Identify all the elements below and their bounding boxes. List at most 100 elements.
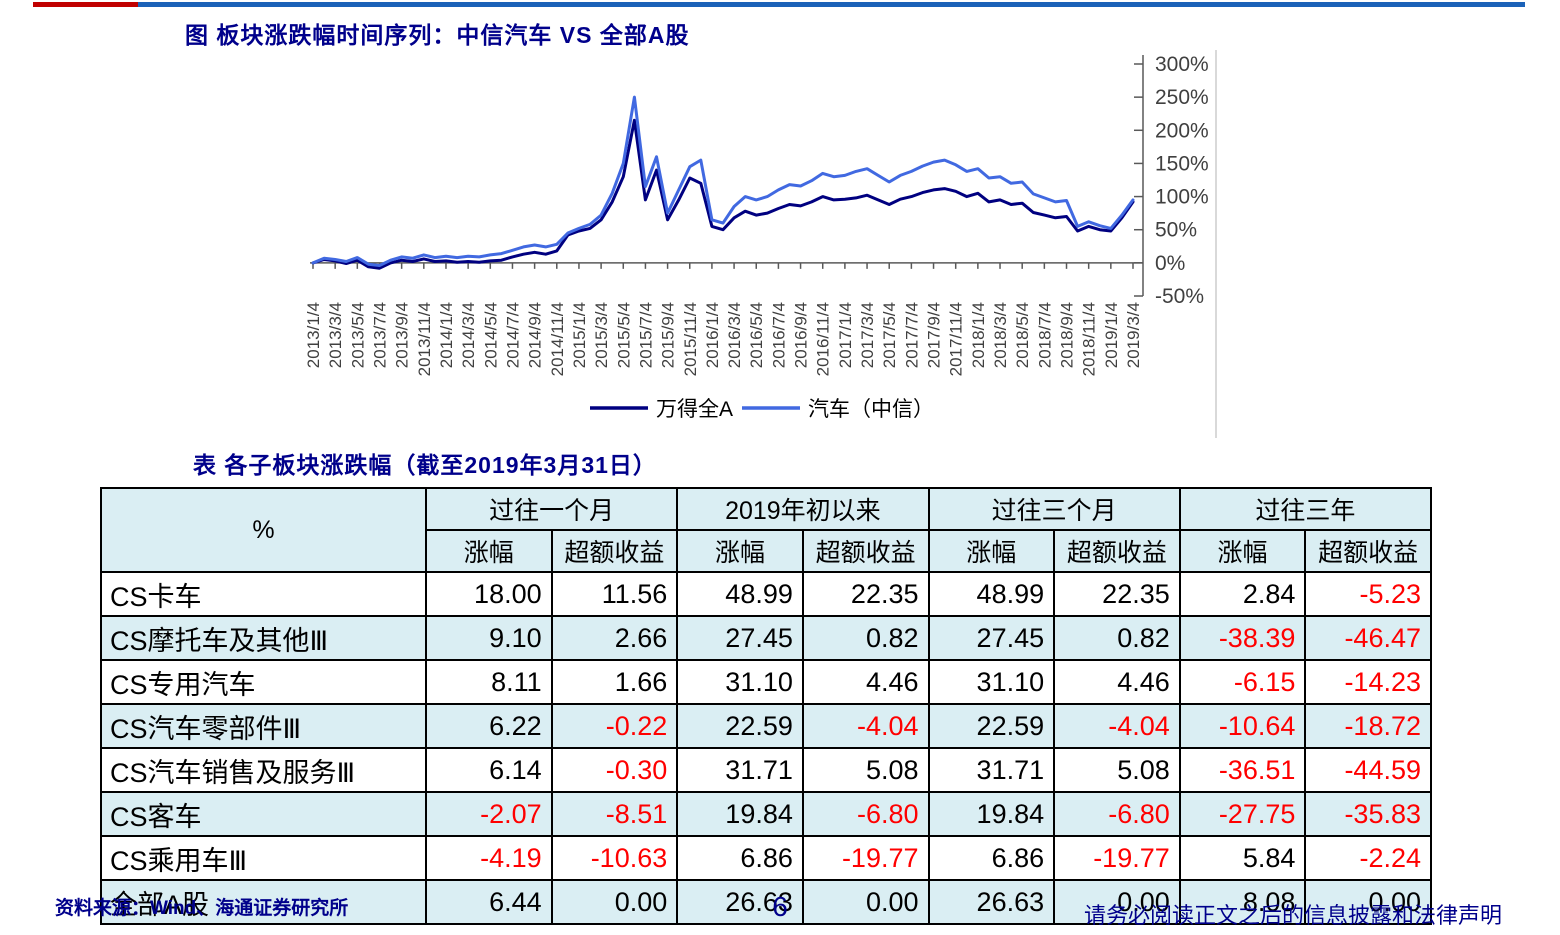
x-axis-label: 2017/5/4 bbox=[880, 302, 899, 368]
y-axis-label: -50% bbox=[1155, 285, 1204, 308]
sub-header-change: 涨幅 bbox=[927, 529, 1056, 573]
cell-value: -44.59 bbox=[1304, 747, 1432, 793]
cell-value: 5.84 bbox=[1178, 835, 1307, 881]
table-body: CS卡车 18.00 11.56 48.99 22.35 48.99 22.35 2.84 -5… bbox=[100, 571, 1432, 925]
x-axis-label: 2017/3/4 bbox=[858, 302, 877, 368]
cell-value: 1.66 bbox=[550, 659, 679, 705]
line-chart-svg: 300%250%200%150%100%50%0%-50%2013/1/4 201… bbox=[304, 50, 1217, 438]
table-row: CS卡车 18.00 11.56 48.99 22.35 48.99 22.35 2.84 -5… bbox=[100, 571, 1432, 617]
table-row: CS汽车零部件Ⅲ 6.22 -0.22 22.59 -4.04 22.59 -4.04 -10… bbox=[100, 703, 1432, 749]
cell-value: 11.56 bbox=[550, 571, 679, 617]
sub-header-excess: 超额收益 bbox=[1304, 529, 1432, 573]
cell-value: 0.00 bbox=[801, 879, 930, 925]
sector-performance-table: % 过往一个月 2019年初以来 过往三个月 过往三年 涨幅 超额收益 涨幅 超… bbox=[100, 487, 1433, 925]
sub-header-excess: 超额收益 bbox=[550, 529, 679, 573]
row-label: CS汽车零部件Ⅲ bbox=[100, 703, 427, 749]
cell-value: -2.24 bbox=[1304, 835, 1432, 881]
cell-value: 0.82 bbox=[801, 615, 930, 661]
x-axis-label: 2016/1/4 bbox=[703, 302, 722, 368]
footer-disclaimer: 请务必阅读正文之后的信息披露和法律声明 bbox=[1083, 903, 1502, 928]
page-number: 6 bbox=[772, 891, 788, 922]
cell-value: 31.71 bbox=[927, 747, 1056, 793]
cell-value: 22.35 bbox=[1053, 571, 1181, 617]
source-note: 资料来源：Wind、海通证券研究所 bbox=[55, 898, 349, 919]
top-rule-red-segment bbox=[33, 2, 138, 7]
top-rule-blue-segment bbox=[138, 2, 1525, 7]
sub-header-excess: 超额收益 bbox=[1053, 529, 1181, 573]
x-axis-label: 2018/9/4 bbox=[1058, 302, 1077, 368]
cell-value: -0.22 bbox=[550, 703, 679, 749]
x-axis-label: 2014/5/4 bbox=[481, 302, 500, 368]
cell-value: 22.35 bbox=[801, 571, 930, 617]
cell-value: -5.23 bbox=[1304, 571, 1432, 617]
x-axis-label: 2013/5/4 bbox=[348, 302, 367, 368]
cell-value: 6.14 bbox=[425, 747, 553, 793]
sub-header-change: 涨幅 bbox=[1178, 529, 1307, 573]
y-axis-label: 300% bbox=[1155, 53, 1209, 76]
x-axis-label: 2019/1/4 bbox=[1102, 302, 1121, 368]
sub-header-change: 涨幅 bbox=[676, 529, 804, 573]
cell-value: -10.63 bbox=[550, 835, 679, 881]
cell-value: 2.84 bbox=[1178, 571, 1307, 617]
cell-value: 31.10 bbox=[676, 659, 804, 705]
y-axis-label: 250% bbox=[1155, 86, 1209, 109]
cell-value: 19.84 bbox=[927, 791, 1056, 837]
y-axis-label: 150% bbox=[1155, 152, 1209, 175]
table-header: % 过往一个月 2019年初以来 过往三个月 过往三年 涨幅 超额收益 涨幅 超… bbox=[100, 487, 1433, 573]
x-axis-label: 2016/11/4 bbox=[814, 302, 833, 376]
x-axis-label: 2016/3/4 bbox=[725, 302, 744, 368]
cell-value: 48.99 bbox=[676, 571, 804, 617]
cell-value: -6.80 bbox=[801, 791, 930, 837]
x-axis-label: 2015/5/4 bbox=[614, 302, 633, 368]
cell-value: 6.86 bbox=[676, 835, 804, 881]
cell-value: 22.59 bbox=[927, 703, 1056, 749]
line-chart: 300% 250% 200% 150% 100% 50% 0% -50% 2013/1/4 201… bbox=[0, 45, 1250, 440]
series-line-万得全A bbox=[311, 118, 1135, 270]
x-axis-label: 2013/3/4 bbox=[326, 302, 345, 368]
row-label: CS客车 bbox=[100, 791, 427, 837]
cell-value: -38.39 bbox=[1178, 615, 1307, 661]
cell-value: 6.22 bbox=[425, 703, 553, 749]
cell-value: 8.11 bbox=[425, 659, 553, 705]
cell-value: -19.77 bbox=[801, 835, 930, 881]
table-row: CS汽车销售及服务Ⅲ 6.14 -0.30 31.71 5.08 31.71 5.08 -36… bbox=[100, 747, 1432, 793]
x-axis-label: 2017/9/4 bbox=[925, 302, 944, 368]
cell-value: 27.45 bbox=[927, 615, 1056, 661]
table-row: CS乘用车Ⅲ -4.19 -10.63 6.86 -19.77 6.86 -19.77 5.8… bbox=[100, 835, 1432, 881]
row-label: CS专用汽车 bbox=[100, 659, 427, 705]
row-label: 全部A股 bbox=[100, 879, 427, 925]
cell-value: -4.04 bbox=[801, 703, 930, 749]
cell-value: 0.00 bbox=[550, 879, 679, 925]
legend-label: 万得全A bbox=[656, 398, 733, 421]
cell-value: 0.82 bbox=[1053, 615, 1181, 661]
cell-value: -36.51 bbox=[1178, 747, 1307, 793]
cell-value: 31.71 bbox=[676, 747, 804, 793]
cell-value: 2.66 bbox=[550, 615, 679, 661]
group-header-past-quarter: 过往三个月 bbox=[927, 487, 1181, 531]
table-row: CS客车 -2.07 -8.51 19.84 -6.80 19.84 -6.80 -27.75… bbox=[100, 791, 1432, 837]
table-row: 全部A股 6.44 0.00 26.63 0.00 26.63 0.00 8.08 0.00 bbox=[100, 879, 1432, 925]
legend-label: 汽车（中信） bbox=[808, 398, 934, 421]
cell-value: -46.47 bbox=[1304, 615, 1432, 661]
cell-value: -4.19 bbox=[425, 835, 553, 881]
cell-value: -8.51 bbox=[550, 791, 679, 837]
cell-value: 31.10 bbox=[927, 659, 1056, 705]
row-label: CS汽车销售及服务Ⅲ bbox=[100, 747, 427, 793]
cell-value: -0.30 bbox=[550, 747, 679, 793]
x-axis-label: 2016/7/4 bbox=[769, 302, 788, 368]
y-axis-label: 100% bbox=[1155, 186, 1209, 209]
cell-value: 9.10 bbox=[425, 615, 553, 661]
table-title: 表 各子板块涨跌幅（截至2019年3月31日） bbox=[193, 452, 657, 478]
cell-value: 6.44 bbox=[425, 879, 553, 925]
cell-value: 5.08 bbox=[801, 747, 930, 793]
table-row: CS摩托车及其他Ⅲ 9.10 2.66 27.45 0.82 27.45 0.82 -38.3… bbox=[100, 615, 1432, 661]
x-axis-label: 2017/11/4 bbox=[947, 302, 966, 376]
cell-value: 4.46 bbox=[801, 659, 930, 705]
sub-header-change: 涨幅 bbox=[425, 529, 553, 573]
figure-title: 图 板块涨跌幅时间序列：中信汽车 VS 全部A股 bbox=[185, 22, 690, 48]
y-axis-label: 50% bbox=[1155, 219, 1197, 242]
x-axis-label: 2018/3/4 bbox=[991, 302, 1010, 368]
x-axis-label: 2013/11/4 bbox=[415, 302, 434, 376]
x-axis-label: 2017/1/4 bbox=[836, 302, 855, 368]
